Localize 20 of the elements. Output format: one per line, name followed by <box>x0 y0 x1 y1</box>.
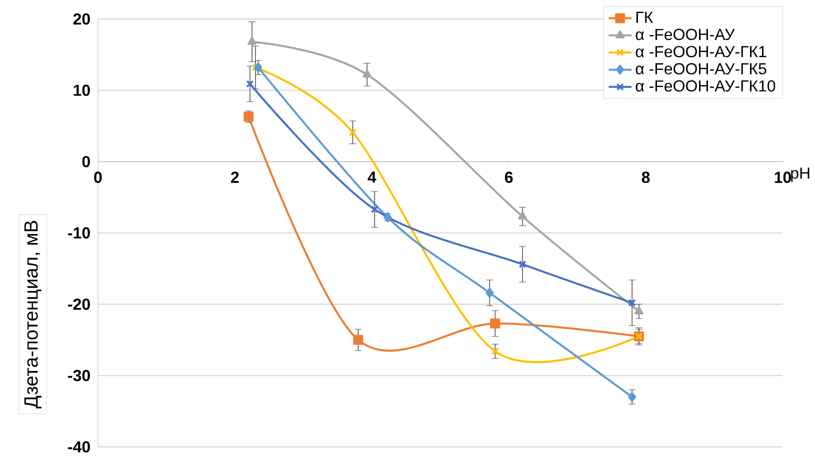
y-tick-label: 10 <box>74 84 90 96</box>
legend-label: α -FeOOH-АУ-ГК1 <box>636 46 766 58</box>
x-tick-label: 4 <box>368 172 376 183</box>
x-tick-label: 8 <box>642 172 650 183</box>
y-tick-label: 20 <box>73 13 90 25</box>
y-tick-label: -20 <box>68 298 90 310</box>
legend-label: α -FeOOH-АУ-ГК5 <box>636 63 766 74</box>
x-tick-label: 0 <box>94 172 102 183</box>
y-tick-label: 0 <box>82 156 90 168</box>
legend-label: α -FeOOH-АУ-ГК10 <box>636 80 776 92</box>
x-tick-label: 6 <box>504 172 513 183</box>
y-tick-label: -10 <box>68 227 90 239</box>
y-tick-label: -30 <box>68 370 90 382</box>
y-axis-title: Дзета-потенциал, мВ <box>24 220 42 408</box>
legend-label: ГК <box>636 12 654 23</box>
x-tick-label: 10 <box>774 172 791 183</box>
y-tick-label: -40 <box>68 441 90 453</box>
legend-label: α -FeOOH-АУ <box>636 28 735 40</box>
x-axis-title: pH <box>791 168 810 182</box>
x-tick-label: 2 <box>231 172 239 183</box>
